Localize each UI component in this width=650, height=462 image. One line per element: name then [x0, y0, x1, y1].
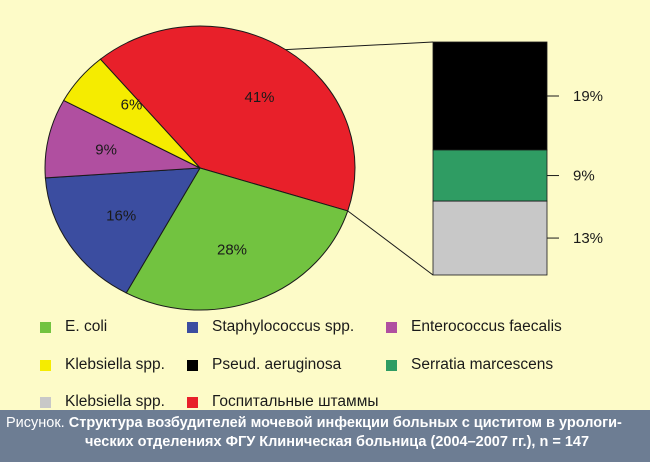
legend-swatch — [187, 396, 198, 408]
legend-swatch — [40, 396, 51, 408]
legend-item: E. coli — [40, 318, 107, 336]
legend-swatch — [40, 321, 51, 333]
breakdown-bar: 19% 9% 13% — [432, 41, 603, 276]
legend-swatch — [187, 321, 198, 333]
bar-segment-klebsiella-spp — [432, 200, 548, 276]
legend-label: Pseud. aeruginosa — [212, 356, 342, 373]
legend-item: Staphylococcus spp. — [187, 318, 354, 336]
legend-swatch — [386, 321, 397, 333]
pie-slice-enterococcus-faecalis — [44, 99, 202, 179]
connector-line-bottom — [347, 210, 434, 276]
pie-slice-staphylococcus-spp — [44, 167, 201, 294]
pie-slice-label: 9% — [95, 141, 117, 158]
bar-segment-label: 13% — [573, 230, 603, 247]
bar-segment-label: 19% — [573, 88, 603, 105]
pie-slice-e-coli — [125, 167, 349, 311]
caption-line-1: Структура возбудителей мочевой инфекции … — [68, 415, 622, 431]
caption: Рисунок. Структура возбудителей мочевой … — [0, 410, 650, 462]
pie-slice-klebsiella-spp — [62, 58, 201, 169]
bar-segment-label: 9% — [573, 168, 595, 185]
caption-lead: Рисунок. — [6, 415, 65, 431]
legend-item: Klebsiella spp. — [40, 356, 165, 374]
bar-segment-pseud-aeruginosa — [432, 41, 548, 151]
legend-label: Госпитальные штаммы — [212, 393, 379, 410]
legend-swatch — [386, 359, 397, 371]
legend-item: Klebsiella spp. — [40, 393, 165, 411]
pie-slice-label: 16% — [106, 208, 136, 225]
legend-label: Klebsiella spp. — [65, 393, 165, 410]
pie-slice-госпитальные-штаммы — [99, 25, 356, 212]
pie-chart: 41% 28% 16% 9% 6% — [44, 25, 356, 311]
legend-swatch — [40, 359, 51, 371]
caption-line-2: ческих отделениях ФГУ Клиническая больни… — [85, 434, 590, 450]
legend-item: Pseud. aeruginosa — [187, 356, 341, 374]
legend-label: Enterococcus faecalis — [411, 318, 562, 335]
pie-slice-label: 41% — [244, 89, 274, 106]
legend-item: Serratia marcescens — [386, 356, 553, 374]
legend-swatch — [187, 359, 198, 371]
chart: 41% 28% 16% 9% 6% 19% 9% 13% — [44, 25, 603, 311]
legend-label: Serratia marcescens — [411, 356, 554, 373]
legend-label: E. coli — [65, 318, 108, 335]
legend-label: Staphylococcus spp. — [212, 318, 355, 335]
legend-item: Госпитальные штаммы — [187, 393, 379, 411]
pie-slice-label: 6% — [121, 96, 143, 113]
bar-segment-serratia-marcescens — [432, 149, 548, 202]
legend-label: Klebsiella spp. — [65, 356, 165, 373]
legend-item: Enterococcus faecalis — [386, 318, 562, 336]
pie-slice-label: 28% — [217, 242, 247, 259]
